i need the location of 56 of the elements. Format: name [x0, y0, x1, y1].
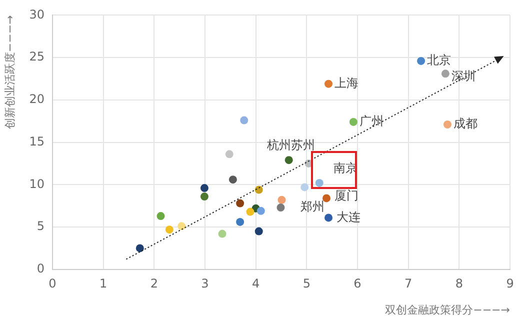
y-tick-label: 0: [36, 262, 44, 276]
point: [200, 192, 208, 201]
x-axis-title: 双创金融政策得分−−−→: [385, 303, 510, 316]
y-tick-label: 20: [29, 92, 44, 106]
y-tick-label: 30: [29, 7, 44, 22]
annotation: 北京: [427, 53, 452, 68]
x-tick-label: 9: [506, 276, 514, 291]
y-tick-label: 15: [29, 134, 44, 148]
point: [315, 178, 324, 187]
point: [228, 176, 237, 184]
x-tick-label: 2: [150, 276, 158, 291]
annotation: 成都: [453, 116, 478, 131]
point: [225, 150, 234, 158]
point: [240, 116, 248, 124]
point: [276, 204, 285, 212]
point: [324, 214, 333, 222]
point: [218, 230, 226, 238]
point: [236, 218, 244, 226]
point: [200, 184, 208, 192]
point: [165, 226, 174, 234]
x-tick-label: 8: [455, 276, 463, 291]
annotation: 杭州苏州: [266, 138, 315, 152]
y-axis-title: 创新创业活跃度−−−→: [3, 15, 16, 130]
point: [349, 118, 358, 126]
annotation: 深圳: [451, 68, 476, 83]
point: [256, 206, 265, 215]
point: [136, 244, 144, 252]
point: [443, 120, 452, 129]
point: [284, 156, 293, 164]
point: [417, 56, 426, 65]
x-tick-label: 4: [252, 276, 260, 291]
point: [322, 194, 330, 202]
point: [278, 196, 286, 204]
x-tick-label: 5: [302, 276, 310, 291]
annotation: 大连: [336, 210, 361, 224]
point: [300, 183, 309, 192]
y-tick-label: 25: [29, 50, 44, 64]
y-tick-label: 5: [36, 219, 44, 234]
point: [156, 212, 165, 220]
x-tick-label: 1: [99, 276, 108, 291]
point: [324, 80, 333, 88]
point: [441, 70, 450, 78]
point: [236, 199, 244, 208]
x-tick-label: 3: [201, 276, 209, 291]
point: [254, 186, 263, 194]
annotation: 广州: [359, 114, 384, 128]
y-tick-label: 10: [29, 176, 44, 191]
annotation: 郑州: [300, 199, 325, 214]
x-tick-label: 0: [48, 276, 56, 291]
x-tick-label: 7: [404, 276, 412, 291]
x-tick-label: 6: [354, 276, 362, 291]
annotation: 厦门: [334, 188, 358, 202]
point: [178, 222, 186, 230]
annotation: 上海: [334, 76, 359, 90]
point: [254, 227, 263, 236]
point: [246, 208, 254, 216]
